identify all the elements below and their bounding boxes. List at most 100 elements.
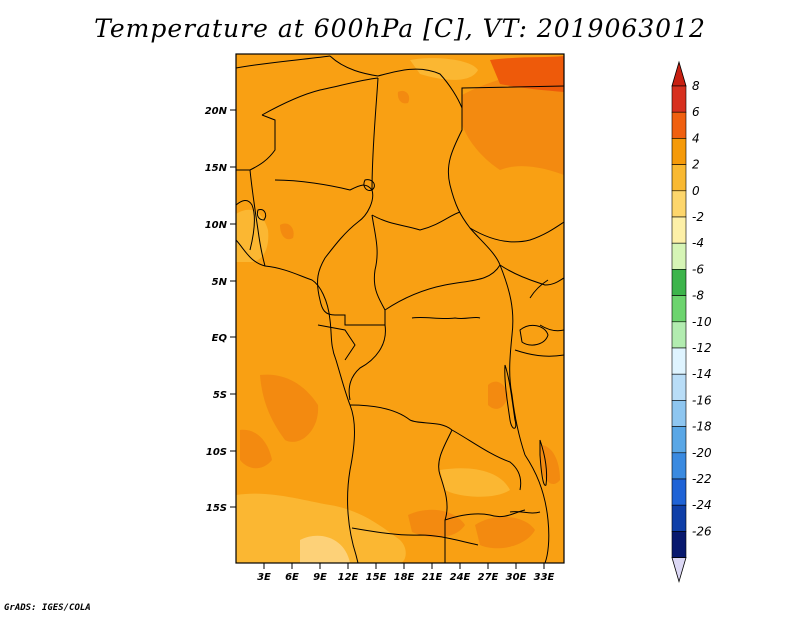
colorbar-swatch [671,452,687,480]
lat-label: 10N [205,220,228,231]
field-warm-east [540,445,560,485]
colorbar-swatch [671,373,687,401]
border-mali-niger [261,77,379,116]
colorbar-label: -20 [692,446,712,460]
colorbar-label: 0 [692,184,700,198]
colorbar-label: -14 [692,367,712,381]
border-car-drc [384,264,501,311]
lon-label: 12E [338,572,359,583]
border-angola-east [438,429,453,521]
lake-kariba [509,511,541,514]
border-zambia-south [444,509,526,521]
field-warm-sahara [397,90,410,104]
lon-label: 3E [257,572,271,583]
river-congo [411,316,481,320]
lake-chad [363,179,375,191]
colorbar-swatch [671,216,687,244]
field-warm-southeast [475,516,535,549]
lat-label: 15N [205,163,228,174]
border-mali-algeria [236,55,331,69]
colorbar-label: 4 [692,131,700,145]
lon-axis: 3E 6E 9E 12E 15E 18E 21E 24E 27E 30E 33E [257,563,555,583]
colorbar-label: -12 [692,341,712,355]
field-warm-northeast [462,64,564,175]
border-chad-niger [371,77,379,191]
lon-label: 18E [394,572,415,583]
colorbar-label: -24 [692,498,712,512]
field-warm-tanganyika [488,381,508,409]
border-uganda-kenya [539,324,564,332]
border-westcoast-countries [236,200,255,251]
lon-label: 27E [478,572,499,583]
border-drc-zambia [451,429,522,491]
colorbar-swatch [671,269,687,296]
colorbar-label: -26 [692,524,712,538]
colorbar-swatch [671,138,687,165]
lat-label: EQ [212,333,228,344]
colorbar-under-triangle [671,557,687,584]
border-congo-drc [348,324,386,401]
border-tanzania [514,349,564,357]
colorbar-label: 8 [692,79,700,93]
colorbar-swatch [671,85,687,113]
colorbar-swatch [671,321,687,349]
field-warm-south [408,509,465,538]
colorbar-swatch [671,478,687,506]
field-light-northwest [236,209,269,262]
colorbar-swatch [671,426,687,454]
lat-label: 10S [206,447,227,458]
field-warm-atlantic [260,374,319,442]
field-warm-west [280,223,294,240]
colorbar-swatch [671,164,687,192]
temperature-field [236,54,564,563]
lake-albert [529,279,549,299]
border-gabon [317,324,356,361]
colorbar-swatch [671,400,687,427]
lake-tanganyika [504,364,517,429]
border-chad-car [371,211,461,231]
colorbar-swatch [671,295,687,323]
border-ghana-togo [249,169,266,267]
chart-title: Temperature at 600hPa [C], VT: 201906301… [94,14,706,43]
colorbar-swatch [671,531,687,558]
border-mali-burkina [236,114,276,171]
colorbar-swatch [671,190,687,218]
lon-label: 33E [534,572,555,583]
border-southsudan-uganda [499,264,564,286]
lat-label: 5S [213,390,227,401]
colorbar-label: 6 [692,105,700,119]
lon-label: 24E [450,572,471,583]
colorbar-label: 2 [692,158,700,172]
lat-label: 20N [205,106,228,117]
field-light-kalahari [440,468,510,497]
coastline-west [236,239,359,563]
country-borders [236,55,564,563]
colorbar-label: -22 [692,472,712,486]
border-sudan-south [469,221,564,243]
lat-label: 15S [206,503,227,514]
lake-volta [256,209,267,221]
lat-axis: 20N 15N 10N 5N EQ 5S 10S 15S [205,106,236,514]
border-niger-libya [329,55,379,77]
border-drc-east [499,264,526,456]
border-angola-north [349,404,453,431]
field-light-south [236,493,406,563]
colorbar-swatch [671,504,687,532]
colorbar: 8 6 4 2 0 -2 -4 -6 -8 -10 -12 -14 -16 -18 -20 -22 -24 -26 [671,60,712,584]
lon-label: 15E [366,572,387,583]
border-niger-nigeria [274,179,373,191]
lat-label: 5N [212,277,228,288]
colorbar-label: -2 [692,210,704,224]
field-pale-south [300,535,350,563]
border-congo-gabon [335,310,386,326]
colorbar-label: -18 [692,420,712,434]
colorbar-over-triangle [671,60,687,87]
field-light-north [410,58,478,80]
border-libya-chad [377,68,463,109]
colorbar-swatch [671,242,687,270]
border-chad-sudan-east [447,108,501,266]
lon-label: 21E [422,572,443,583]
border-nigeria-cameroon [317,189,374,316]
field-hot-northeast [490,56,564,92]
